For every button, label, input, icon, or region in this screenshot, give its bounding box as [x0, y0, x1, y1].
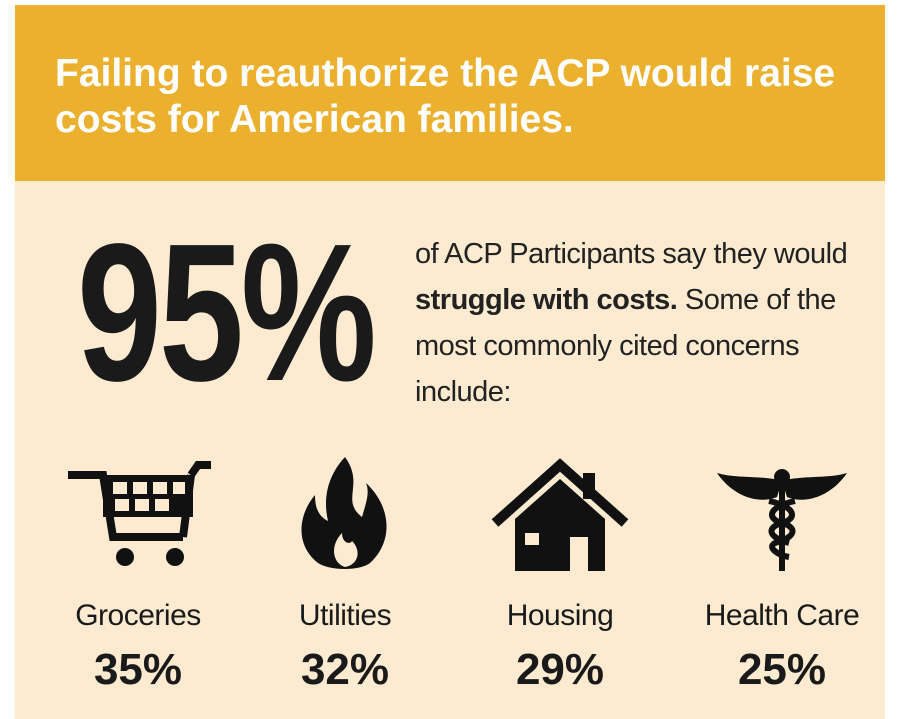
- infographic: Failing to reauthorize the ACP would rai…: [15, 5, 885, 719]
- concern: Housing 29%: [455, 445, 665, 695]
- concern: Utilities 32%: [240, 445, 450, 695]
- bold-text: struggle with costs.: [415, 284, 678, 316]
- headline-text: of ACP Participants say they would strug…: [415, 231, 885, 415]
- concern: Health Care 25%: [677, 445, 887, 695]
- house-icon: [491, 458, 629, 571]
- concern-label: Health Care: [704, 599, 860, 632]
- concern-label: Groceries: [75, 599, 201, 632]
- concern-value: 25%: [737, 645, 827, 694]
- concern-label: Housing: [506, 599, 614, 632]
- concern-value: 32%: [300, 645, 390, 694]
- flame-icon: [301, 457, 387, 569]
- concern-value: 29%: [515, 645, 605, 694]
- concern-value: 35%: [93, 645, 183, 694]
- caduceus-icon: [717, 469, 847, 571]
- text: Some of the most commonly cited concerns…: [415, 284, 836, 408]
- headline-value: 95%: [77, 203, 377, 422]
- concern-label: Utilities: [298, 599, 392, 632]
- concern: Groceries 35%: [33, 445, 243, 695]
- cart-icon: [68, 461, 211, 566]
- header-band: Failing to reauthorize the ACP would rai…: [15, 5, 885, 181]
- text: of ACP Participants say they would: [415, 238, 848, 270]
- title: Failing to reauthorize the ACP would rai…: [55, 52, 836, 141]
